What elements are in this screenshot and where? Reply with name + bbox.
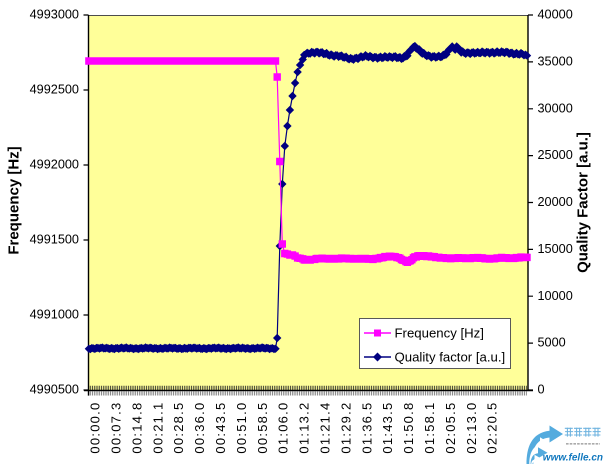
svg-text:01:21.4: 01:21.4 — [318, 402, 333, 454]
svg-text:00:00.0: 00:00.0 — [88, 402, 103, 454]
svg-text:00:21.1: 00:21.1 — [150, 402, 165, 454]
svg-text:4993000: 4993000 — [30, 8, 79, 22]
svg-text:www.felle.cn: www.felle.cn — [543, 453, 603, 464]
svg-text:4991500: 4991500 — [30, 233, 79, 247]
svg-text:02:05.5: 02:05.5 — [443, 402, 458, 454]
svg-text:4992500: 4992500 — [30, 83, 79, 97]
svg-text:30000: 30000 — [538, 101, 573, 115]
svg-text:01:43.5: 01:43.5 — [380, 402, 395, 454]
svg-text:00:51.0: 00:51.0 — [234, 402, 249, 454]
svg-text:00:43.5: 00:43.5 — [213, 402, 228, 454]
svg-text:00:36.0: 00:36.0 — [192, 402, 207, 454]
svg-text:Frequency [Hz]: Frequency [Hz] — [6, 146, 23, 254]
svg-text:02:13.0: 02:13.0 — [464, 402, 479, 454]
svg-text:Quality Factor [a.u.]: Quality Factor [a.u.] — [575, 132, 592, 273]
svg-text:01:29.2: 01:29.2 — [338, 402, 353, 454]
svg-text:Frequency [Hz]: Frequency [Hz] — [395, 326, 484, 341]
svg-text:40000: 40000 — [538, 8, 573, 22]
svg-text:01:36.5: 01:36.5 — [359, 402, 374, 454]
svg-text:01:50.8: 01:50.8 — [401, 402, 416, 454]
svg-text:00:14.8: 00:14.8 — [129, 402, 144, 454]
svg-text:0: 0 — [538, 383, 545, 397]
svg-text:10000: 10000 — [538, 289, 573, 303]
svg-text:01:58.1: 01:58.1 — [422, 402, 437, 454]
svg-text:25000: 25000 — [538, 148, 573, 162]
svg-text:Quality factor [a.u.]: Quality factor [a.u.] — [395, 350, 506, 365]
svg-text:4990500: 4990500 — [30, 383, 79, 397]
svg-text:4991000: 4991000 — [30, 308, 79, 322]
svg-text:20000: 20000 — [538, 195, 573, 209]
svg-text:00:28.5: 00:28.5 — [171, 402, 186, 454]
svg-text:15000: 15000 — [538, 242, 573, 256]
svg-text:5000: 5000 — [538, 336, 566, 350]
svg-text:00:07.3: 00:07.3 — [109, 402, 124, 454]
svg-text:00:58.5: 00:58.5 — [255, 402, 270, 454]
svg-text:01:06.0: 01:06.0 — [276, 402, 291, 454]
svg-text:02:20.5: 02:20.5 — [485, 402, 500, 454]
svg-text:4992000: 4992000 — [30, 158, 79, 172]
svg-text:01:13.2: 01:13.2 — [297, 402, 312, 454]
svg-text:35000: 35000 — [538, 55, 573, 69]
